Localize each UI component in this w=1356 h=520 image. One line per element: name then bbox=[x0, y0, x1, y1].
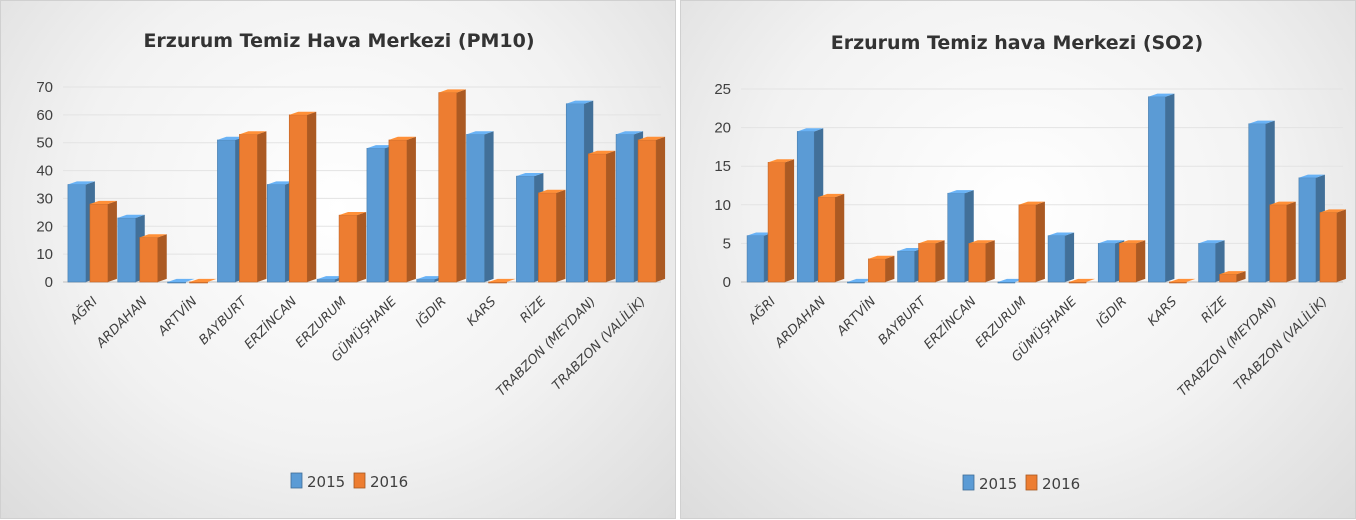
legend-swatch bbox=[353, 472, 366, 489]
x-tick-label: AĞRI bbox=[744, 293, 779, 328]
bar-2016 bbox=[538, 189, 566, 283]
x-tick-label: TRABZON (MEYDAN) bbox=[1175, 294, 1280, 399]
bar-2016 bbox=[1068, 278, 1096, 284]
x-tick-label: TRABZON (VALİLİK) bbox=[1231, 294, 1331, 394]
bar-2016 bbox=[338, 211, 367, 283]
bar-2016 bbox=[918, 240, 945, 283]
bar-2016 bbox=[1269, 201, 1296, 283]
bar-2016 bbox=[637, 136, 666, 283]
y-tick-label: 40 bbox=[36, 163, 53, 180]
bar-2016 bbox=[288, 111, 317, 283]
pm10-chart: Erzurum Temiz Hava Merkezi (PM10) 0 10 20 3… bbox=[36, 30, 666, 491]
bar-2016 bbox=[767, 159, 795, 283]
x-tick-label: TRABZON (MEYDAN) bbox=[494, 294, 599, 399]
y-tick-label: 10 bbox=[36, 246, 53, 263]
bar-2015 bbox=[1047, 232, 1075, 283]
legend-label: 2015 bbox=[307, 473, 345, 491]
legend-label: 2015 bbox=[979, 475, 1017, 493]
bar-2015 bbox=[997, 278, 1024, 284]
bar-2016 bbox=[1319, 209, 1346, 283]
legend-item: 2015 bbox=[290, 472, 345, 491]
y-tick-label: 0 bbox=[45, 274, 53, 291]
y-tick-label: 50 bbox=[36, 135, 53, 152]
bar-2015 bbox=[1248, 120, 1275, 283]
y-tick-label: 20 bbox=[714, 120, 731, 137]
bar-2016 bbox=[488, 278, 516, 284]
y-tick-label: 5 bbox=[723, 235, 731, 252]
legend-label: 2016 bbox=[370, 473, 408, 491]
legend-swatch bbox=[290, 472, 303, 489]
x-tick-label: ERZİNCAN bbox=[921, 293, 980, 352]
bar-2016 bbox=[968, 240, 995, 283]
x-tick-label: AĞRI bbox=[66, 293, 101, 328]
x-tick-label: IĞDIR bbox=[412, 294, 449, 331]
y-tick-label: 30 bbox=[36, 190, 53, 207]
y-tick-label: 15 bbox=[714, 158, 731, 175]
x-tick-label: ARTVİN bbox=[154, 293, 200, 339]
y-tick-label: 20 bbox=[36, 218, 53, 235]
bar-2016 bbox=[239, 131, 267, 283]
so2-chart-panel: Erzurum Temiz hava Merkezi (SO2) 0 5 10 15 2… bbox=[680, 0, 1356, 519]
x-tick-label: TRABZON (VALİLİK) bbox=[549, 294, 649, 394]
x-tick-label: RİZE bbox=[1198, 293, 1231, 326]
pm10-chart-panel: Erzurum Temiz Hava Merkezi (PM10) 0 10 20 3… bbox=[0, 0, 676, 519]
bar-2016 bbox=[438, 89, 466, 283]
bar-2016 bbox=[1018, 201, 1045, 283]
bar-2016 bbox=[1219, 271, 1246, 283]
x-tick-label: ERZİNCAN bbox=[241, 293, 300, 352]
legend-item: 2016 bbox=[1025, 474, 1080, 493]
x-tick-label: KARS bbox=[464, 294, 499, 329]
chart-title: Erzurum Temiz hava Merkezi (SO2) bbox=[831, 32, 1204, 54]
bar-2016 bbox=[388, 136, 416, 283]
chart-title: Erzurum Temiz Hava Merkezi (PM10) bbox=[143, 30, 534, 52]
bar-2016 bbox=[139, 234, 167, 283]
y-tick-label: 10 bbox=[714, 197, 731, 214]
bar-2016 bbox=[189, 278, 217, 284]
legend-item: 2015 bbox=[962, 474, 1017, 493]
legend-item: 2016 bbox=[353, 472, 408, 491]
bar-2015 bbox=[1198, 240, 1225, 283]
x-tick-label: KARS bbox=[1145, 294, 1180, 329]
bar-2016 bbox=[1169, 278, 1196, 284]
bar-2015 bbox=[167, 278, 195, 284]
x-tick-label: IĞDIR bbox=[1093, 294, 1130, 331]
x-tick-label: ARDAHAN bbox=[772, 294, 830, 352]
legend-swatch bbox=[1025, 474, 1038, 491]
y-tick-label: 0 bbox=[723, 274, 731, 291]
so2-chart: Erzurum Temiz hava Merkezi (SO2) 0 5 10 15 2… bbox=[714, 32, 1346, 493]
x-tick-label: ARDAHAN bbox=[93, 294, 151, 352]
bar-2016 bbox=[587, 150, 616, 283]
bar-2015 bbox=[466, 131, 494, 283]
y-tick-label: 70 bbox=[36, 79, 53, 96]
bar-2015 bbox=[847, 278, 874, 284]
bar-2015 bbox=[1148, 93, 1175, 283]
bar-2016 bbox=[1118, 240, 1146, 283]
x-tick-label: RİZE bbox=[517, 293, 550, 326]
y-tick-label: 60 bbox=[36, 107, 53, 124]
legend-swatch bbox=[962, 474, 975, 491]
bar-2016 bbox=[868, 255, 895, 283]
y-tick-label: 25 bbox=[714, 81, 731, 98]
bar-2016 bbox=[817, 193, 845, 283]
bar-2016 bbox=[89, 200, 117, 283]
legend-label: 2016 bbox=[1042, 475, 1080, 493]
x-tick-label: ARTVİN bbox=[833, 293, 879, 339]
